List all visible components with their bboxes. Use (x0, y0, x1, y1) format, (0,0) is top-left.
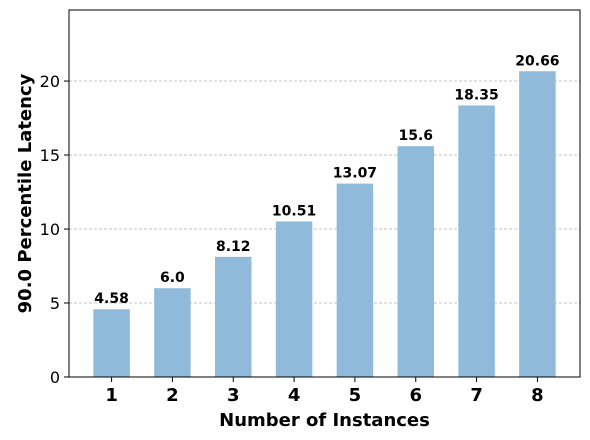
x-axis-title: Number of Instances (219, 410, 430, 431)
bar (336, 183, 374, 377)
bar (215, 256, 252, 377)
plot-frame (68, 9, 581, 378)
x-tick-label: 8 (531, 385, 544, 406)
y-tick-label: 0 (50, 368, 60, 387)
x-tick-label: 4 (288, 385, 301, 406)
y-axis-title: 90.0 Percentile Latency (15, 73, 36, 313)
bar (397, 146, 434, 377)
grid-lines (69, 80, 580, 304)
bar-value-label: 13.07 (333, 166, 377, 182)
y-tick-label: 20 (40, 72, 60, 91)
bar-value-label: 20.66 (515, 53, 559, 69)
bar-value-label: 4.58 (94, 291, 129, 307)
y-axis: 0 5 10 15 20 (40, 72, 69, 387)
y-tick-label: 15 (40, 146, 60, 165)
data-labels: 4.58 6.0 8.12 10.51 13.07 15.6 18.35 20.66 (94, 53, 559, 307)
x-tick-label: 3 (227, 385, 240, 406)
x-tick-label: 2 (166, 385, 179, 406)
y-tick-label: 5 (50, 294, 60, 313)
bar-value-label: 8.12 (216, 239, 251, 255)
bar-value-label: 15.6 (398, 128, 433, 144)
x-tick-label: 7 (470, 385, 483, 406)
bar (519, 71, 556, 377)
bar (154, 288, 191, 377)
bar (458, 105, 495, 378)
bar (93, 309, 130, 377)
x-tick-label: 1 (105, 385, 118, 406)
x-axis: 1 2 3 4 5 6 7 8 (105, 377, 544, 406)
bar (275, 221, 313, 377)
bars (93, 71, 556, 378)
bar-value-label: 6.0 (160, 270, 185, 286)
x-tick-label: 6 (409, 385, 422, 406)
x-tick-label: 5 (349, 385, 362, 406)
bar-value-label: 18.35 (454, 87, 498, 103)
bar-value-label: 10.51 (272, 203, 316, 219)
y-tick-label: 10 (40, 220, 60, 239)
